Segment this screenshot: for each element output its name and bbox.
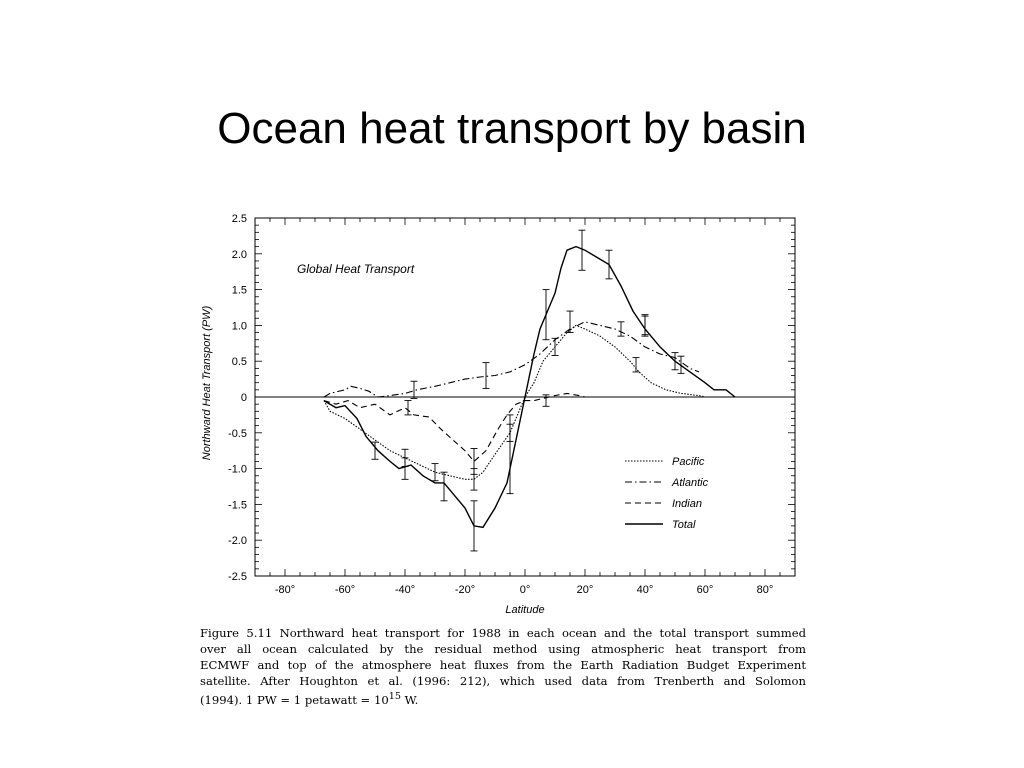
y-tick-label: 0	[241, 392, 247, 404]
x-tick-label: -80°	[275, 584, 295, 596]
caption-line-5: (1994). 1 PW = 1 petawatt = 1015 W.	[200, 689, 806, 708]
error-bar-atlantic	[617, 321, 625, 337]
caption-line-3-text: and top of the atmosphere heat fluxes fr…	[249, 658, 806, 672]
error-bar-pacific	[632, 357, 640, 373]
y-tick-label: 2.5	[232, 213, 247, 225]
y-tick-label: -0.5	[228, 428, 247, 440]
series-line-pacific	[323, 324, 706, 480]
chart-title: Global Heat Transport	[297, 262, 415, 276]
error-bar-indian	[470, 448, 478, 475]
y-tick-label: -1.0	[228, 464, 247, 476]
legend-label-indian: Indian	[672, 498, 702, 510]
x-axis-label: Latitude	[505, 604, 544, 616]
caption-exponent: 15	[388, 691, 401, 702]
y-tick-label: 2.0	[232, 249, 247, 261]
legend-label-pacific: Pacific	[672, 456, 705, 468]
y-tick-label: -1.5	[228, 499, 247, 511]
x-tick-label: 40°	[637, 584, 654, 596]
x-tick-label: 0°	[520, 584, 531, 596]
error-bar-atlantic	[410, 380, 418, 399]
caption-line-2: over all ocean calculated by the residua…	[200, 642, 806, 656]
x-tick-label: 60°	[697, 584, 714, 596]
series-line-total	[323, 245, 736, 529]
y-tick-label: -2.0	[228, 535, 247, 547]
error-bar-atlantic	[482, 362, 490, 389]
error-bar-atlantic	[566, 310, 574, 334]
heat-transport-chart: -80° -60° -40° -20° 0° 20° 40° 60° 80° 2.5 2.0 1.5 1…	[201, 213, 796, 616]
x-tick-label: -40°	[395, 584, 415, 596]
x-tick-label: -20°	[455, 584, 475, 596]
y-tick-label: -2.5	[228, 571, 247, 583]
y-tick-label: 1.0	[232, 320, 247, 332]
y-tick-label: 1.5	[232, 285, 247, 297]
caption-line-3: ECMWF and top of the atmosphere heat flu…	[200, 657, 806, 673]
error-bar-total	[578, 229, 586, 271]
caption-ecmwf: ECMWF	[200, 658, 250, 672]
x-tick-label: 80°	[757, 584, 774, 596]
legend-label-total: Total	[672, 519, 696, 531]
y-tick-label: 0.5	[232, 356, 247, 368]
error-bar-total	[542, 289, 550, 341]
error-bar-pacific	[431, 463, 439, 482]
error-bar-total	[371, 441, 379, 460]
error-bar-indian	[542, 394, 550, 407]
error-bar-total	[440, 471, 448, 502]
caption-line-1: Figure 5.11 Northward heat transport for…	[200, 626, 806, 640]
series-line-atlantic	[323, 321, 700, 398]
legend-label-atlantic: Atlantic	[671, 477, 709, 489]
error-bar-pacific	[551, 337, 559, 356]
error-bar-total	[470, 500, 478, 552]
caption-line-5-text: (1994). 1 PW = 1 petawatt = 10	[200, 692, 389, 707]
error-bar-total	[401, 457, 409, 480]
caption-line-4: satellite. After Houghton et al. (1996: …	[200, 674, 806, 688]
slide-title: Ocean heat transport by basin	[217, 104, 807, 153]
error-bar-indian	[404, 400, 412, 416]
error-bar-total	[506, 414, 514, 495]
caption-line-5-end: W.	[401, 692, 419, 707]
error-bar-total	[677, 355, 685, 374]
figure-caption: Figure 5.11 Northward heat transport for…	[200, 625, 806, 708]
error-bar-total	[605, 249, 613, 280]
series-line-indian	[323, 392, 586, 463]
y-axis-label: Northward Heat Transport (PW)	[201, 305, 213, 460]
error-bar-total	[641, 314, 649, 337]
x-tick-label: -60°	[335, 584, 355, 596]
x-tick-label: 20°	[577, 584, 594, 596]
